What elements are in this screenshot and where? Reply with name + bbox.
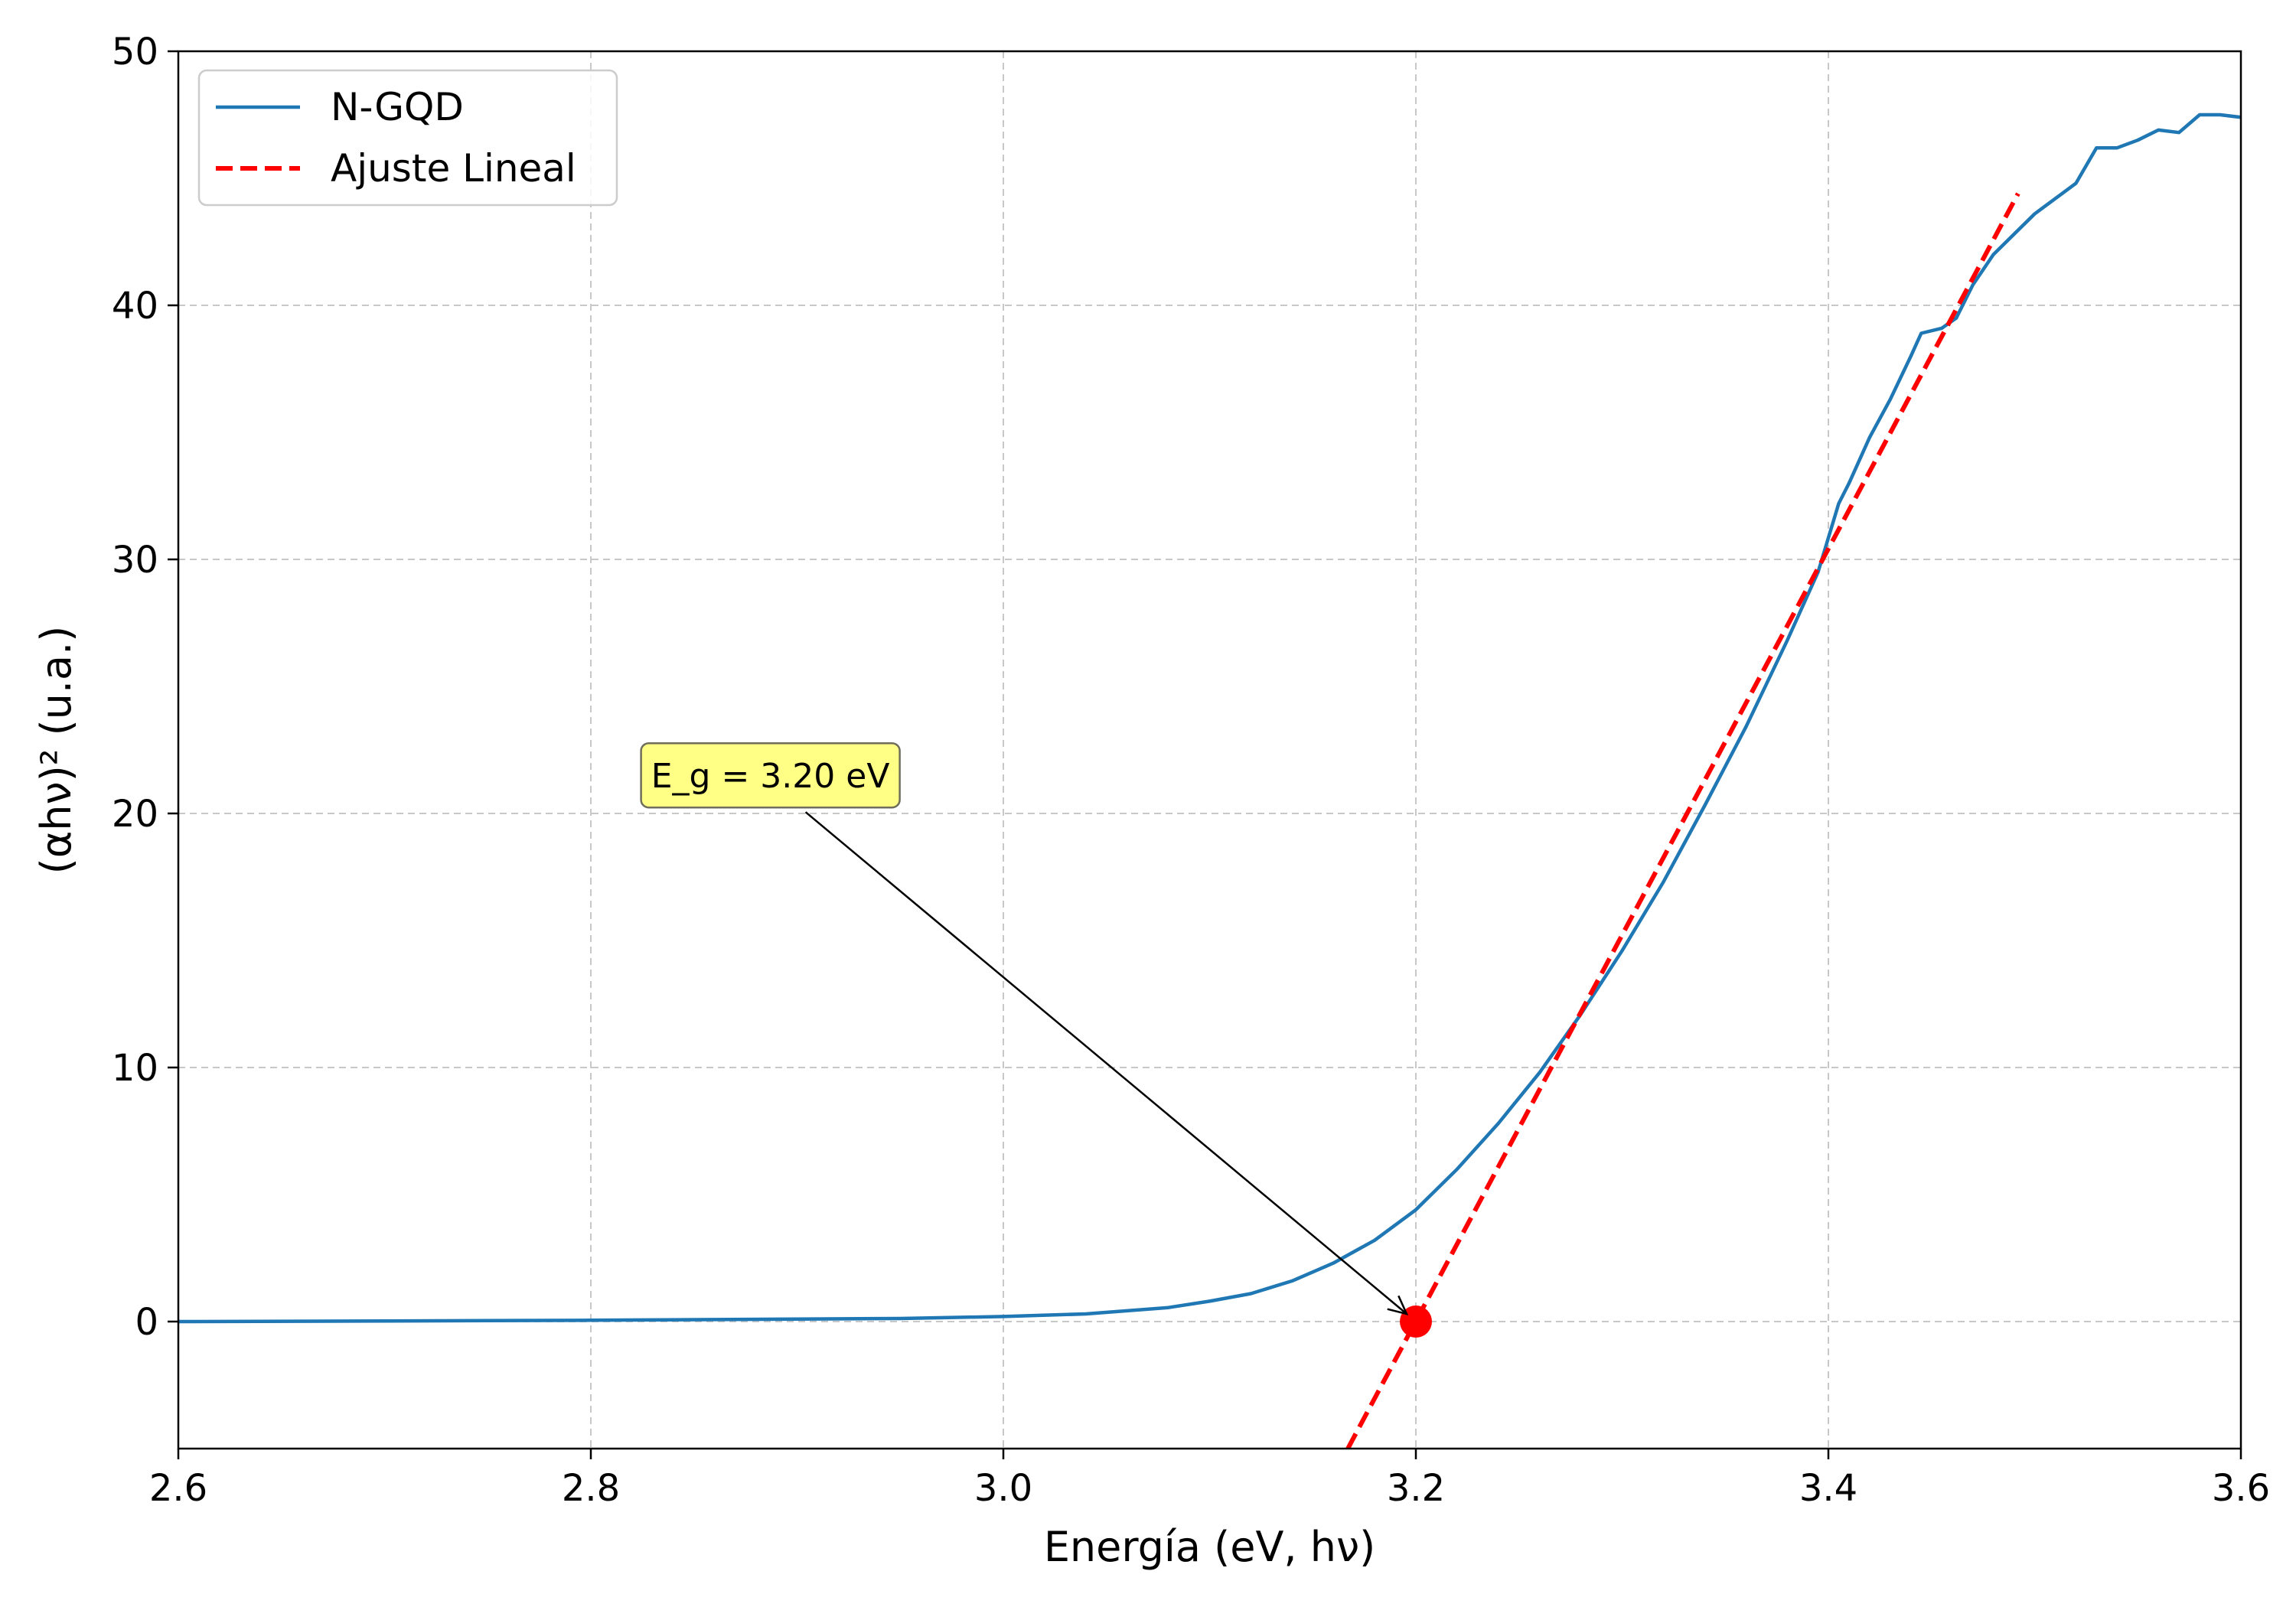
y-tick-label: 40 (112, 285, 158, 328)
x-axis-label: Energía (eV, hν) (1044, 1523, 1375, 1571)
x-tick-label: 2.6 (149, 1467, 207, 1510)
x-tick-label: 3.4 (1799, 1467, 1857, 1510)
x-tick-label: 3.6 (2212, 1467, 2270, 1510)
linear-fit-line (1345, 192, 2020, 1449)
x-axis-label-text: Energía (eV, hν) (1044, 1523, 1375, 1571)
grid (178, 51, 2242, 1449)
y-axis-label-text: (αhν)² (u.a.) (32, 626, 80, 875)
annotation-arrow-line (804, 811, 1407, 1315)
y-tick-label: 10 (112, 1047, 158, 1090)
annotation-box (640, 742, 901, 809)
annotation-text: E_g = 3.20 eV (651, 757, 890, 796)
ticks: 2.6 2.8 3.0 3.2 3.4 3.6 0 10 20 30 40 50 (112, 31, 2270, 1510)
axes-frame (177, 50, 2242, 1450)
x-tick-label: 2.8 (562, 1467, 620, 1510)
x-tick-label: 3.2 (1387, 1467, 1445, 1510)
annotation: E_g = 3.20 eV (640, 742, 1409, 1315)
legend-box (197, 69, 618, 207)
y-tick-label: 30 (112, 539, 158, 582)
plot-area (178, 112, 2241, 1449)
y-axis-label: (αhν)² (u.a.) (32, 626, 80, 875)
band-gap-point (1400, 1305, 1432, 1338)
x-tick-label: 3.0 (974, 1467, 1032, 1510)
legend-label: N-GQD (331, 85, 464, 129)
annotation-arrow-head (1387, 1295, 1409, 1315)
legend: N-GQD Ajuste Lineal (197, 69, 618, 207)
series-n-gqd-line (178, 112, 2241, 1324)
y-tick-label: 20 (112, 793, 158, 836)
y-tick-label: 0 (135, 1301, 158, 1344)
legend-label: Ajuste Lineal (331, 146, 576, 191)
y-tick-label: 50 (112, 31, 158, 73)
